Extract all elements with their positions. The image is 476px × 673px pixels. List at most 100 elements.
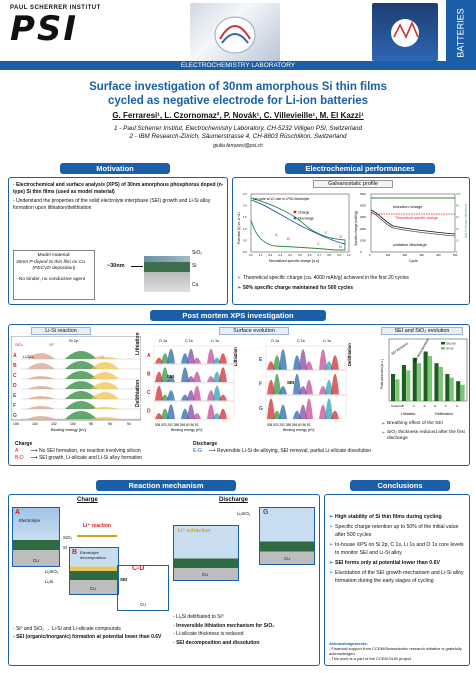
surface-peak <box>213 371 221 382</box>
conclusions-bullets: High stability of Si thin films during c… <box>329 513 467 585</box>
right-ytick-right: 0 <box>456 250 458 254</box>
surface-row-label: C <box>147 390 151 396</box>
sei-xcat: E <box>434 404 436 408</box>
lisi-xtick: 106 <box>13 422 19 426</box>
stage-g: G Cu <box>259 507 315 565</box>
model-box-line2: (PECVD deposition) <box>32 266 76 271</box>
surface-peak <box>267 398 275 419</box>
right-xtick: 100 <box>386 253 391 257</box>
sei-bar-sio2 <box>401 365 406 401</box>
left-ytick: 2.0 <box>243 204 247 208</box>
surface-peak <box>181 394 189 401</box>
sei-xcat: G <box>456 404 458 408</box>
surface-col-label: Li 1s <box>323 339 331 343</box>
surface-peak <box>219 408 227 419</box>
left-xtick: 0.6 <box>308 253 312 257</box>
right-ytick-left: 1000 <box>360 238 366 242</box>
side-label-bar: BATTERIES <box>446 0 476 66</box>
electrochem-title: Electrochemical performances <box>285 163 435 174</box>
plot-note: 1st cycle at 1C rate in LP30 electrolyte <box>253 197 309 201</box>
right-xtick: 400 <box>436 253 441 257</box>
poster-title: Surface investigation of 30nm amorphous … <box>0 80 476 108</box>
surface-row-label: G <box>259 406 263 412</box>
legend-discharge: Discharge <box>298 217 314 221</box>
sei-bar-si0 <box>406 370 411 401</box>
lisi-xlabel: Binding energy [eV] <box>51 427 86 432</box>
left-xtick: 0.4 <box>288 253 292 257</box>
right-ytick-left: 4000 <box>360 204 366 208</box>
authors: G. Ferraresi¹, L. Czornomaz², P. Novák¹,… <box>112 111 364 120</box>
cycling-plot: reduction /charge Theoretical specific c… <box>354 192 468 263</box>
peak-si0: Si⁰ <box>49 342 55 347</box>
peak-sio2: SiO₂ <box>15 342 24 347</box>
lisi-peak <box>65 391 97 399</box>
left-xtick: 0.5 <box>298 253 302 257</box>
si2p-label: Si 2p <box>69 338 79 343</box>
surface-peak <box>319 349 327 370</box>
li-reaction-arrow-icon <box>77 535 117 540</box>
motivation-bullet-1: - Electrochemical and surface analysis (… <box>13 182 224 195</box>
left-plot-yticks: 0.0 0.5 1.0 1.5 2.0 2.5 <box>243 192 247 254</box>
surface-peak <box>167 404 175 419</box>
surface-peak <box>187 376 195 382</box>
discharge-line-eg: E-G ⟶ Reversible Li-Si de-alloying, SEI … <box>193 448 372 454</box>
surface-peak <box>279 386 287 395</box>
mech-discharge-1-text: LiₓSi delithiated to Si⁰ <box>176 614 224 620</box>
surface-peak <box>155 371 163 382</box>
conclusion-2: Specific charge retention up to 50% of t… <box>329 523 467 539</box>
point-F: F <box>325 230 328 235</box>
surface-xlabel: Binding energy [eV] <box>171 428 202 432</box>
acknowledgements: Acknowledgements: - Financial support fr… <box>329 641 467 661</box>
surface-peak <box>299 404 307 419</box>
right-ytick-left: 2000 <box>360 227 366 231</box>
mech-discharge-1: - LiₓSi delithiated to Si⁰ <box>173 614 224 620</box>
stage-a: A Electrolyte Cu <box>12 507 60 567</box>
stage-a-si: Si <box>63 545 68 550</box>
right-ytick-right: 20 <box>456 238 459 242</box>
lisi-row-label: G <box>13 413 17 419</box>
lisi-lithiation: Lithiation <box>135 332 141 356</box>
sei-ylabel: Peak area ratio [a.u.] <box>380 359 384 389</box>
stage-b-cu: Cu <box>90 586 96 591</box>
lisi-peak <box>27 363 55 369</box>
surface-peak <box>207 376 215 382</box>
title-line-2: cycled as negative electrode for Li-ion … <box>107 95 369 107</box>
layer-label-si: Si <box>192 263 197 269</box>
charge-text-a: No SEI formation, no reaction involving … <box>38 448 141 454</box>
thickness-arrow-icon <box>131 266 143 267</box>
motivation-panel: - Electrochemical and surface analysis (… <box>8 177 228 305</box>
tab-surface: Surface evolution <box>219 327 289 335</box>
legend-charge: Charge <box>298 211 310 215</box>
left-plot-xticks: 0.0 0.1 0.2 0.3 0.4 0.5 0.6 0.7 0.8 0.9 1.0 <box>249 253 351 257</box>
surface-peak <box>331 373 339 395</box>
mech-charge-1-text: Si⁰ and SiO₂ → Li-Si and Li-silicate com… <box>16 626 121 632</box>
surface-peak <box>293 410 301 419</box>
surface-peak <box>193 385 201 401</box>
stage-cd-cu: Cu <box>140 602 146 607</box>
lisi-peak <box>65 361 97 369</box>
lisi-peak <box>27 406 55 409</box>
left-xtick: 0.9 <box>337 253 341 257</box>
layer-si <box>144 262 190 272</box>
point-E: E <box>331 236 334 241</box>
surface-row-label: A <box>147 353 151 359</box>
legend-sio2: SiO₂/Si <box>446 341 456 345</box>
sei-xcat: B <box>402 404 404 408</box>
surface-peak <box>293 355 301 370</box>
mech-discharge-4-text: SEI decomposition and dissolution <box>176 639 260 646</box>
sei-bullet-1: Breathing effect of the SEI <box>381 421 469 427</box>
electrochem-bullet-2: 50% specific charge maintained for 500 c… <box>237 285 467 292</box>
layer-sio2 <box>144 256 190 262</box>
sei-bar-sio2 <box>456 381 461 401</box>
institute-name: PAUL SCHERRER INSTITUT <box>10 5 101 11</box>
left-xtick: 0.2 <box>269 253 273 257</box>
surface-peak <box>187 390 195 401</box>
surface-peak <box>181 367 189 382</box>
surface-peak <box>161 367 169 382</box>
surface-peak <box>219 394 227 401</box>
sei-xcat: D <box>424 404 426 408</box>
surface-peak <box>325 361 333 370</box>
affiliation-1: 1 - Paul Scherrer Institut, Electrochemi… <box>114 125 362 132</box>
left-xtick: 0.3 <box>278 253 282 257</box>
